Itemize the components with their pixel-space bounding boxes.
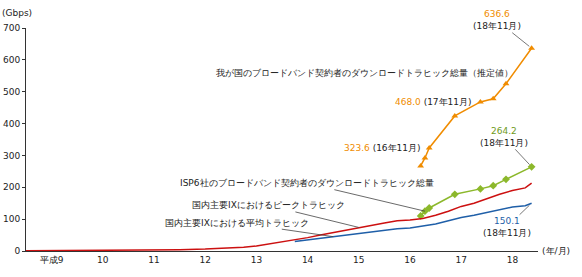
svg-text:636.6(18年11月): 636.6(18年11月) — [473, 9, 521, 31]
svg-text:150.1(18年11月): 150.1(18年11月) — [483, 216, 531, 238]
svg-text:10: 10 — [97, 255, 109, 265]
svg-text:13: 13 — [251, 255, 262, 265]
svg-text:100: 100 — [3, 214, 20, 224]
svg-text:15: 15 — [353, 255, 364, 265]
svg-text:14: 14 — [302, 255, 314, 265]
svg-text:平成9: 平成9 — [40, 255, 64, 265]
svg-text:468.0 (17年11月): 468.0 (17年11月) — [395, 97, 472, 107]
svg-text:700: 700 — [3, 23, 20, 33]
svg-text:200: 200 — [3, 182, 20, 192]
svg-text:16: 16 — [404, 255, 416, 265]
svg-text:323.6 (16年11月): 323.6 (16年11月) — [344, 143, 421, 153]
svg-text:11: 11 — [148, 255, 159, 265]
svg-text:国内主要IXにおけるピークトラヒック: 国内主要IXにおけるピークトラヒック — [192, 200, 345, 210]
svg-text:国内主要IXにおける平均トラヒック: 国内主要IXにおける平均トラヒック — [165, 218, 309, 228]
svg-text:500: 500 — [3, 87, 20, 97]
svg-text:264.2(18年11月): 264.2(18年11月) — [480, 126, 528, 148]
svg-text:(年/月): (年/月) — [542, 246, 570, 256]
svg-text:400: 400 — [3, 119, 20, 129]
svg-text:我が国のブロードバンド契約者のダウンロードトラヒック総量（推: 我が国のブロードバンド契約者のダウンロードトラヒック総量（推定値） — [216, 68, 513, 78]
svg-text:ISP6社のブロードバンド契約者のダウンロードトラヒック総量: ISP6社のブロードバンド契約者のダウンロードトラヒック総量 — [180, 178, 434, 188]
svg-text:600: 600 — [3, 55, 20, 65]
svg-text:0: 0 — [14, 246, 20, 256]
svg-text:12: 12 — [199, 255, 210, 265]
svg-text:18: 18 — [507, 255, 519, 265]
svg-text:17: 17 — [455, 255, 466, 265]
svg-text:(Gbps): (Gbps) — [2, 8, 32, 18]
svg-text:300: 300 — [3, 151, 20, 161]
